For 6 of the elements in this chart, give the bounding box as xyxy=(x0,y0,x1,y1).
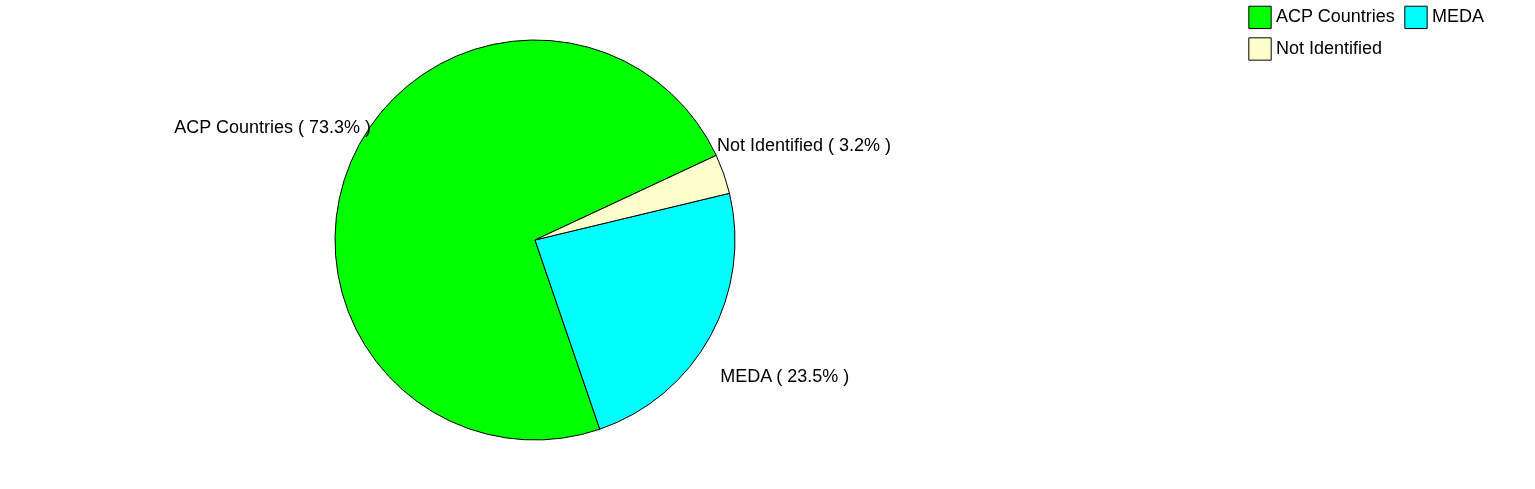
category-label: MEDA ( 23.5% ) xyxy=(720,366,850,387)
category-label: ACP Countries ( 73.3% ) xyxy=(174,117,372,138)
legend-label: MEDA xyxy=(1432,6,1485,27)
legend-label: ACP Countries xyxy=(1276,6,1395,27)
legend-label: Not Identified xyxy=(1276,38,1383,58)
category-label: Not Identified ( 3.2% ) xyxy=(716,134,892,155)
